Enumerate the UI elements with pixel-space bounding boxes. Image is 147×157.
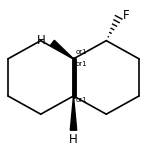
Polygon shape (70, 96, 77, 130)
Text: H: H (37, 34, 46, 47)
Text: H: H (69, 133, 78, 146)
Text: or1: or1 (76, 97, 87, 103)
Text: F: F (123, 9, 130, 22)
Polygon shape (50, 40, 74, 59)
Text: or1: or1 (76, 61, 87, 67)
Text: or1: or1 (76, 49, 87, 55)
